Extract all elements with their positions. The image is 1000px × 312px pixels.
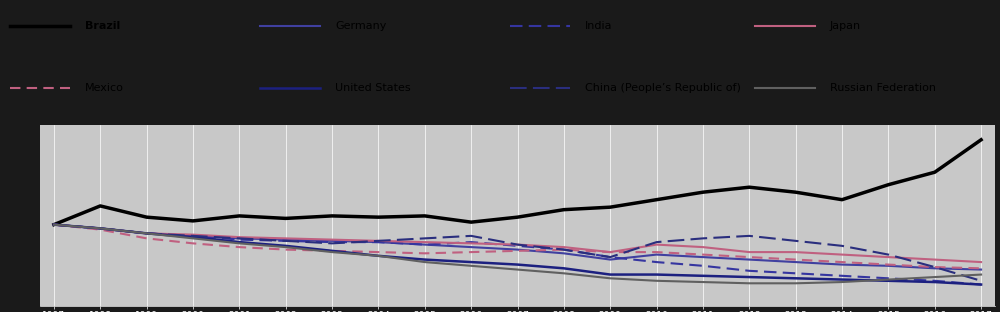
Text: Brazil: Brazil: [85, 21, 120, 31]
Text: Mexico: Mexico: [85, 83, 124, 93]
Text: Japan: Japan: [830, 21, 861, 31]
Text: United States: United States: [335, 83, 411, 93]
Text: Russian Federation: Russian Federation: [830, 83, 936, 93]
Text: Germany: Germany: [335, 21, 386, 31]
Text: China (People’s Republic of): China (People’s Republic of): [585, 83, 741, 93]
Text: India: India: [585, 21, 613, 31]
